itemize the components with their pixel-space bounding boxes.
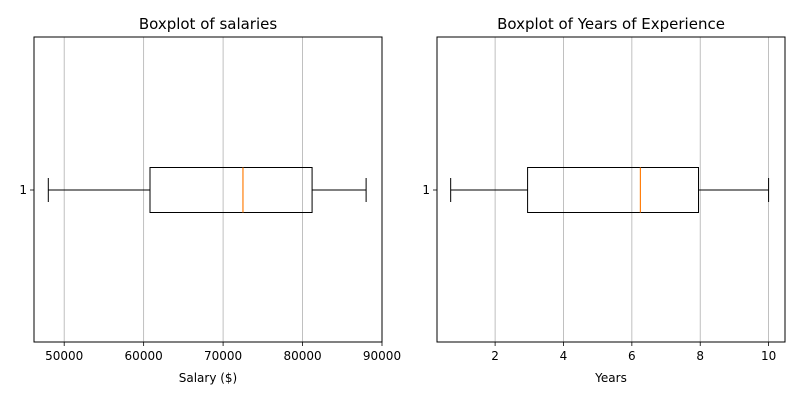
x-axis-label: Salary ($) [179, 371, 238, 385]
chart-salaries: Boxplot of salaries 50000 60000 70000 80000… [19, 15, 401, 385]
boxplot [47, 167, 367, 213]
iqr-box [149, 167, 313, 213]
plot-area-frame [436, 36, 786, 343]
x-tick-label: 50000 [45, 349, 83, 363]
y-ticks: 1 [422, 183, 437, 197]
x-ticks: 50000 60000 70000 80000 90000 [45, 342, 401, 363]
iqr-box [527, 167, 700, 213]
x-tick-label: 90000 [363, 349, 401, 363]
x-axis-label: Years [594, 371, 627, 385]
x-tick-label: 8 [696, 349, 704, 363]
x-tick-label: 6 [628, 349, 636, 363]
chart-title: Boxplot of salaries [139, 15, 278, 33]
x-tick-label: 80000 [283, 349, 321, 363]
boxplot [450, 167, 770, 213]
y-ticks: 1 [19, 183, 34, 197]
x-tick-label: 60000 [125, 349, 163, 363]
y-tick-label: 1 [422, 183, 430, 197]
x-tick-label: 70000 [204, 349, 242, 363]
x-tick-label: 2 [491, 349, 499, 363]
chart-years-experience: Boxplot of Years of Experience 2 4 6 8 10 1 … [422, 15, 786, 385]
x-ticks: 2 4 6 8 10 [491, 342, 776, 363]
chart-title: Boxplot of Years of Experience [497, 15, 725, 33]
plot-area-frame [33, 36, 383, 343]
x-tick-label: 10 [761, 349, 776, 363]
x-tick-label: 4 [560, 349, 568, 363]
y-tick-label: 1 [19, 183, 27, 197]
